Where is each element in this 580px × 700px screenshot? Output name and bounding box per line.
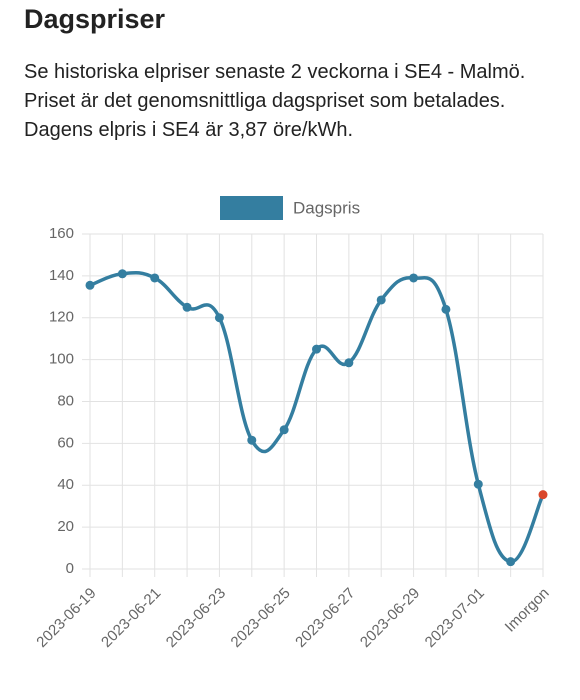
y-tick-label: 100 <box>49 351 74 368</box>
point <box>117 269 127 279</box>
y-tick-label: 120 <box>49 309 74 326</box>
point <box>506 557 516 567</box>
x-tick-label: 2023-06-21 <box>98 585 164 651</box>
x-tick-label: 2023-06-19 <box>33 585 99 651</box>
point <box>538 490 548 500</box>
x-tick-label: 2023-07-01 <box>422 585 488 651</box>
point <box>247 435 257 445</box>
point <box>279 425 289 435</box>
y-tick-label: 20 <box>57 518 74 535</box>
point <box>214 313 224 323</box>
point <box>312 344 321 354</box>
y-tick-label: 80 <box>57 392 74 409</box>
y-tick-label: 60 <box>57 434 74 451</box>
point <box>150 273 160 283</box>
y-tick-label: 160 <box>49 225 74 242</box>
y-tick-label: 140 <box>49 267 74 284</box>
x-tick-label: 2023-06-29 <box>357 585 423 651</box>
point <box>409 273 419 283</box>
point <box>441 304 451 314</box>
x-tick-label: 2023-06-23 <box>163 585 229 651</box>
line <box>89 270 545 564</box>
x-tick-label: 2023-06-25 <box>227 585 293 651</box>
point <box>182 302 192 312</box>
y-tick-label: 40 <box>57 476 74 493</box>
page-title: Dagspriser <box>24 4 166 34</box>
point <box>376 295 386 305</box>
x-tick-label: Imorgon <box>502 585 553 636</box>
point <box>473 479 483 489</box>
point <box>344 358 354 368</box>
legend-swatch <box>220 196 283 220</box>
y-tick-label: 0 <box>66 560 74 577</box>
x-tick-label: 2023-06-27 <box>292 585 358 651</box>
point <box>85 280 95 290</box>
page-description: Se historiska elpriser senaste 2 veckorn… <box>24 61 526 141</box>
legend-label: Dagspris <box>293 198 360 217</box>
